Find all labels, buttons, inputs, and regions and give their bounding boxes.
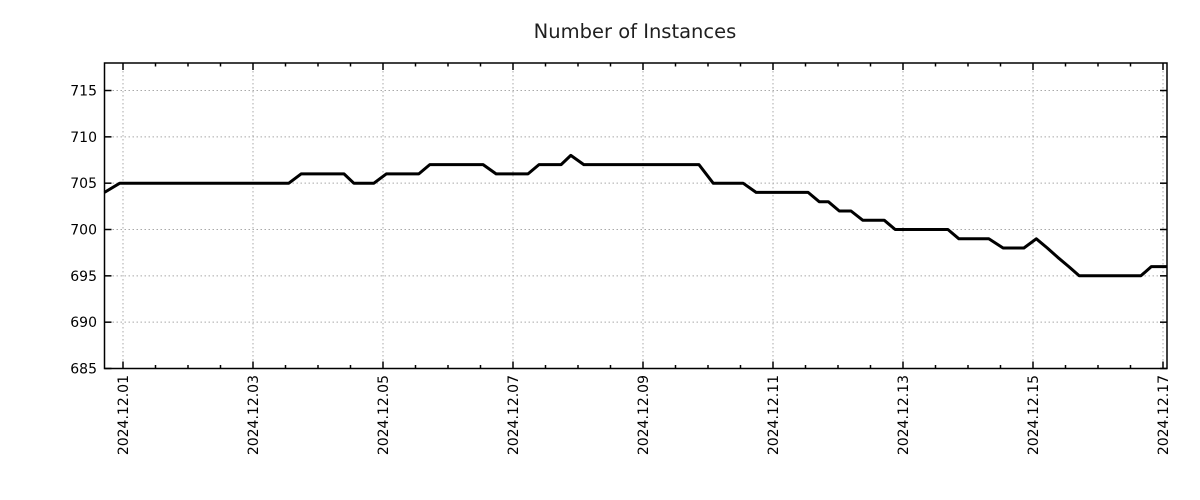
gridlines: [104, 63, 1167, 369]
y-tick-label: 700: [70, 223, 97, 239]
y-tick-label: 690: [70, 315, 97, 331]
axis-ticks: [104, 63, 1167, 370]
y-tick-label: 685: [70, 362, 97, 378]
y-tick-label: 695: [70, 269, 97, 285]
x-tick-label: 2024.12.03: [246, 375, 262, 455]
x-tick-label: 2024.12.07: [506, 375, 522, 455]
y-tick-label: 705: [70, 176, 97, 192]
chart-title: Number of Instances: [534, 20, 737, 43]
data-line: [103, 153, 1167, 278]
x-tick-label: 2024.12.09: [636, 375, 652, 455]
x-tick-label: 2024.12.13: [896, 375, 912, 455]
y-tick-label: 715: [70, 84, 97, 100]
x-tick-label: 2024.12.17: [1156, 375, 1172, 455]
x-tick-label: 2024.12.11: [766, 375, 782, 455]
axis-tick-labels: 685 690 695 700 705 710 715 2024.12.01 2024.12.0…: [70, 84, 1172, 456]
y-tick-label: 710: [70, 130, 97, 146]
x-tick-label: 2024.12.15: [1026, 375, 1042, 455]
plot-border: [103, 62, 1168, 370]
x-tick-label: 2024.12.01: [116, 375, 132, 455]
x-tick-label: 2024.12.05: [376, 375, 392, 455]
